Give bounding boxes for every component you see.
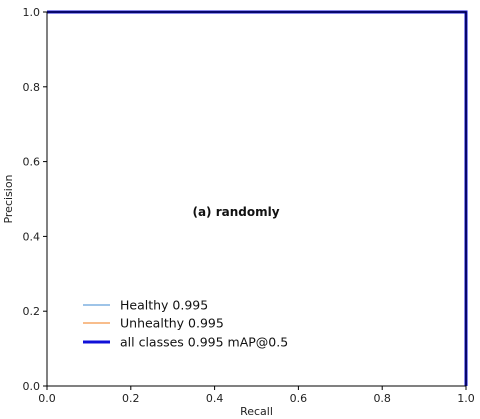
x-axis-ticks: 0.0 0.2 0.4 0.6 0.8 1.0 — [38, 386, 475, 405]
y-tick-label: 0.6 — [23, 156, 41, 169]
y-axis-label: Precision — [2, 174, 15, 223]
y-tick-label: 0.8 — [23, 81, 41, 94]
y-tick-label: 0.4 — [23, 230, 41, 243]
legend-label-healthy: Healthy 0.995 — [120, 298, 208, 313]
series-line-2 — [47, 10, 468, 386]
y-tick-label: 0.0 — [23, 380, 41, 393]
y-tick-label: 0.2 — [23, 305, 41, 318]
x-tick-label: 0.8 — [373, 392, 391, 405]
x-axis-label: Recall — [240, 405, 273, 418]
legend-label-unhealthy: Unhealthy 0.995 — [120, 316, 224, 331]
x-tick-label: 0.4 — [206, 392, 224, 405]
x-tick-label: 1.0 — [457, 392, 475, 405]
legend: Healthy 0.995 Unhealthy 0.995 all classe… — [83, 298, 288, 350]
y-axis-ticks: 0.0 0.2 0.4 0.6 0.8 1.0 — [23, 6, 47, 393]
series-line-0 — [47, 11, 467, 386]
legend-label-all-classes: all classes 0.995 mAP@0.5 — [120, 335, 288, 350]
y-tick-label: 1.0 — [23, 6, 41, 19]
series-line-1 — [47, 11, 467, 386]
x-tick-label: 0.2 — [122, 392, 140, 405]
x-tick-label: 0.6 — [290, 392, 308, 405]
x-tick-label: 0.0 — [38, 392, 56, 405]
chart-annotation: (a) randomly — [192, 205, 279, 219]
series-layer — [47, 10, 468, 386]
plot-frame — [46, 11, 467, 387]
